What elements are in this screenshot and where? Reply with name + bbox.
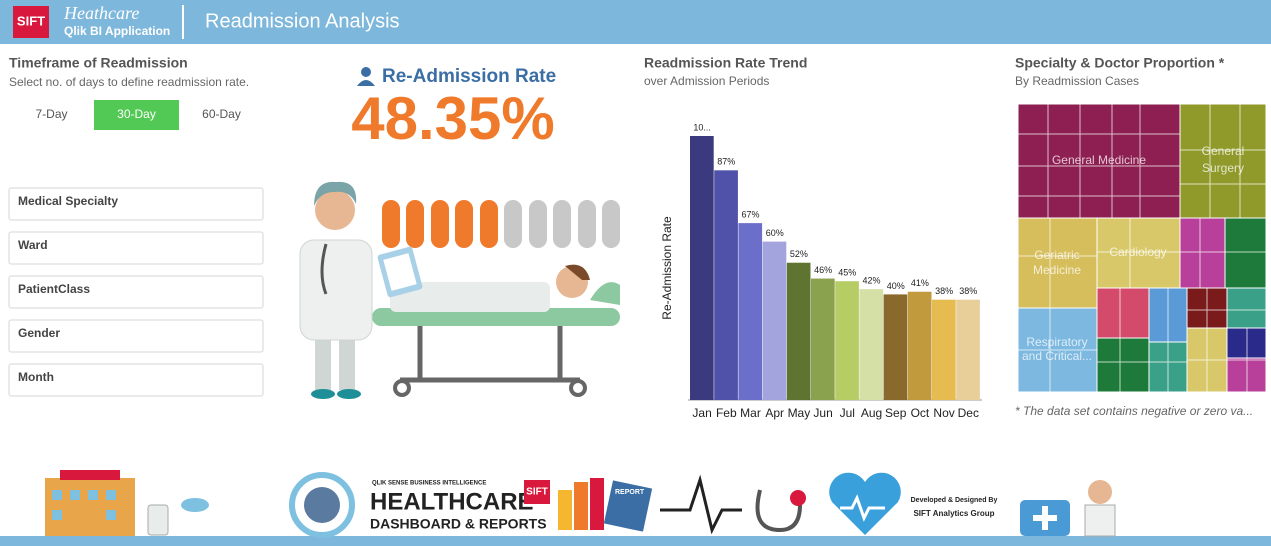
data-label: 67% xyxy=(741,209,759,219)
banner-logo-box xyxy=(524,480,550,504)
bar xyxy=(835,281,859,400)
app-name: Heathcare xyxy=(63,3,139,23)
filter-box[interactable] xyxy=(8,187,264,221)
treemap-label: General Medicine xyxy=(1052,153,1146,167)
data-label: 41% xyxy=(911,278,929,288)
banner-credit: Developed & Designed By xyxy=(911,497,998,504)
data-label: 38% xyxy=(935,286,953,296)
bar xyxy=(907,291,932,400)
data-label: 42% xyxy=(862,275,880,285)
banner-report: REPORT xyxy=(615,489,645,496)
y-axis-label: Re-Admission Rate xyxy=(660,216,674,320)
illustration xyxy=(299,181,620,399)
kpi-icon xyxy=(357,67,375,86)
banner-logo: SIFT xyxy=(526,487,548,498)
x-tick-label: Mar xyxy=(740,406,761,420)
timeframe-button[interactable] xyxy=(179,100,264,130)
bar xyxy=(762,241,787,400)
banner xyxy=(0,470,1271,546)
timeframe-option[interactable]: 7-Day xyxy=(35,107,67,121)
app-subtitle: Qlik BI Application xyxy=(64,24,170,38)
data-label: 87% xyxy=(717,157,735,167)
x-tick-label: Aug xyxy=(861,406,882,420)
page-title: Readmission Analysis xyxy=(205,10,400,32)
bar xyxy=(932,299,956,400)
filter-box[interactable] xyxy=(8,319,264,353)
timeframe-button[interactable] xyxy=(94,100,179,130)
x-tick-label: Nov xyxy=(933,406,954,420)
treemap-subtitle: By Readmission Cases xyxy=(1015,74,1139,88)
filter-box[interactable] xyxy=(8,231,264,265)
banner-kicker: QLIK SENSE BUSINESS INTELLIGENCE xyxy=(372,481,486,487)
x-tick-label: Feb xyxy=(716,406,737,420)
bar xyxy=(690,136,714,400)
chart-title: Readmission Rate Trend xyxy=(644,55,807,71)
banner-subline: DASHBOARD & REPORTS xyxy=(370,516,547,532)
filter-box[interactable] xyxy=(8,363,264,397)
timeframe-button[interactable] xyxy=(9,100,94,130)
treemap-note: * The data set contains negative or zero… xyxy=(1015,404,1253,418)
bar xyxy=(859,289,884,400)
kpi-value: 48.35% xyxy=(351,85,555,152)
bar xyxy=(883,294,908,400)
logo: SIFT xyxy=(17,13,45,28)
data-label: 10... xyxy=(693,122,711,132)
data-label: 45% xyxy=(838,268,856,278)
x-tick-label: Apr xyxy=(765,406,784,420)
x-tick-label: Oct xyxy=(911,406,930,420)
section-title: Timeframe of Readmission xyxy=(9,55,188,71)
x-tick-label: Jul xyxy=(840,406,855,420)
filter-label[interactable]: Ward xyxy=(18,238,48,252)
bar xyxy=(811,278,835,400)
header-bar xyxy=(0,0,1271,44)
banner-company: SIFT Analytics Group xyxy=(913,509,994,518)
x-tick-label: Sep xyxy=(885,406,907,420)
logo-box xyxy=(13,6,49,38)
data-label: 46% xyxy=(814,265,832,275)
treemap-label: Cardiology xyxy=(1109,245,1166,259)
banner-headline: HEALTHCARE xyxy=(370,488,534,515)
filter-label[interactable]: Month xyxy=(18,370,54,384)
x-tick-label: Jun xyxy=(813,406,832,420)
treemap xyxy=(1017,103,1267,393)
bar xyxy=(956,299,980,400)
bar xyxy=(738,223,763,400)
bar xyxy=(714,170,738,400)
filter-label[interactable]: Medical Specialty xyxy=(18,194,118,208)
data-label: 52% xyxy=(790,249,808,259)
treemap-label: Respiratory and Critical... xyxy=(1022,335,1092,363)
x-tick-label: May xyxy=(788,406,811,420)
timeframe-option[interactable]: 60-Day xyxy=(202,107,241,121)
timeframe-option[interactable]: 30-Day xyxy=(117,107,156,121)
filter-label[interactable]: Gender xyxy=(18,326,60,340)
data-label: 60% xyxy=(766,228,784,238)
section-subtitle: Select no. of days to define readmission… xyxy=(9,75,249,89)
data-label: 40% xyxy=(887,281,905,291)
filter-box[interactable] xyxy=(8,275,264,309)
treemap-label: General Surgery xyxy=(1202,144,1245,175)
data-label: 38% xyxy=(959,286,977,296)
x-tick-label: Jan xyxy=(692,406,711,420)
bar xyxy=(786,262,811,400)
filter-label[interactable]: PatientClass xyxy=(18,282,90,296)
chart-subtitle: over Admission Periods xyxy=(644,74,769,88)
x-tick-label: Dec xyxy=(958,406,979,420)
kpi-title: Re-Admission Rate xyxy=(382,66,556,87)
treemap-title: Specialty & Doctor Proportion * xyxy=(1015,55,1225,71)
treemap-label: Geriatric Medicine xyxy=(1033,248,1081,277)
